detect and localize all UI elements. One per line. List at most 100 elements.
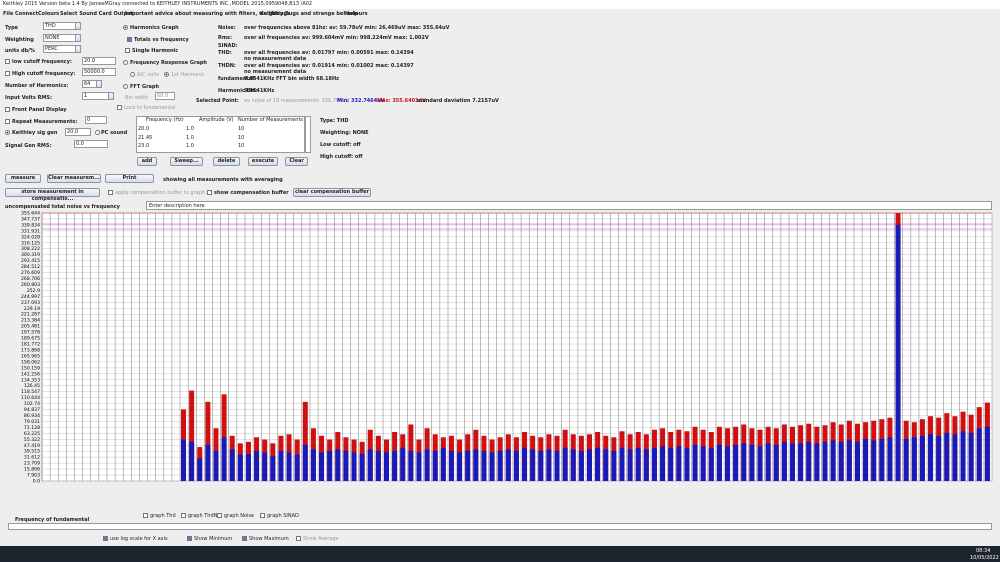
bar — [286, 452, 292, 481]
bar — [798, 443, 804, 481]
text-field[interactable] — [155, 92, 175, 100]
checkbox[interactable] — [207, 190, 212, 195]
checkbox[interactable] — [260, 513, 265, 518]
radio-button[interactable] — [95, 130, 100, 135]
option-label: Harmonics Graph — [130, 25, 179, 31]
checkbox[interactable] — [103, 536, 108, 541]
bar — [863, 438, 869, 481]
checkbox[interactable] — [117, 105, 122, 110]
y-tick-label: 102.74 — [24, 401, 40, 407]
h-scrollbar[interactable] — [8, 523, 992, 530]
y-tick-label: 23.709 — [24, 461, 40, 467]
bar — [245, 453, 251, 481]
reading-label: Harmonic Bin: — [218, 88, 258, 94]
bar — [725, 446, 731, 481]
radio-button[interactable] — [130, 72, 135, 77]
button[interactable]: clear compensation buffer — [293, 188, 371, 197]
text-field[interactable] — [74, 140, 108, 148]
y-tick-label: 142.256 — [21, 371, 40, 377]
bar — [424, 449, 430, 481]
reading-text: 9.9541KHz — [244, 88, 275, 94]
reading-label: THDN: — [218, 63, 236, 69]
y-tick-label: 300.319 — [21, 252, 40, 258]
checkbox[interactable] — [181, 513, 186, 518]
combo-arrow[interactable] — [96, 80, 102, 88]
checkbox[interactable] — [296, 536, 301, 541]
checkbox[interactable] — [108, 190, 113, 195]
option-label: Totals vs frequency — [134, 37, 189, 43]
button[interactable]: execute — [248, 157, 278, 166]
table-cell: 21.45 — [138, 134, 153, 141]
y-tick-label: 150.159 — [21, 365, 40, 371]
radio-button[interactable] — [123, 25, 128, 30]
button[interactable]: add — [137, 157, 157, 166]
bar — [773, 444, 779, 481]
bar — [879, 438, 885, 481]
text-field[interactable] — [82, 57, 116, 65]
checkbox[interactable] — [125, 48, 130, 53]
title-bar — [0, 0, 1000, 9]
radio-button[interactable] — [123, 84, 128, 89]
option-label: Frequency Response Graph — [130, 60, 207, 66]
checkbox[interactable] — [5, 71, 10, 76]
combo-arrow[interactable] — [108, 92, 114, 100]
checkbox[interactable] — [143, 513, 148, 518]
scrollbar[interactable] — [305, 116, 311, 153]
bar — [692, 444, 698, 481]
checkbox[interactable] — [217, 513, 222, 518]
button[interactable]: measure — [5, 174, 41, 183]
y-tick-label: 31.612 — [24, 455, 40, 461]
button[interactable]: Sweep... — [170, 157, 203, 166]
label: Keithley sig gen — [12, 130, 58, 136]
radio-button[interactable] — [123, 60, 128, 65]
reading-text: no measurement data — [244, 56, 307, 62]
table-cell: 10 — [238, 126, 245, 132]
text-field[interactable] — [65, 128, 91, 136]
bar — [481, 450, 487, 481]
option-label: graph ThdN — [188, 513, 218, 519]
label: Input Volts RMS: — [5, 95, 52, 101]
bar — [489, 452, 495, 481]
option-label: FFT Graph — [130, 84, 160, 90]
combo-arrow[interactable] — [75, 45, 81, 53]
combo-arrow[interactable] — [75, 34, 81, 42]
checkbox[interactable] — [187, 536, 192, 541]
checkbox[interactable] — [127, 37, 132, 42]
menu-item: Select Sound Card Output — [60, 11, 134, 17]
bar — [375, 450, 381, 481]
reading-label: Selected Point: — [196, 98, 239, 104]
selected-std: standard deviation 7.2157uV — [417, 98, 499, 104]
field-value: THD — [45, 23, 56, 29]
text-field[interactable] — [85, 116, 107, 124]
y-tick-label: 268.706 — [21, 276, 40, 282]
combo-arrow[interactable] — [75, 22, 81, 30]
radio-button[interactable] — [5, 130, 10, 135]
button[interactable]: Print — [105, 174, 154, 183]
bar — [384, 452, 389, 481]
button[interactable]: Clear measurem... — [47, 174, 101, 183]
y-tick-label: 221.287 — [21, 312, 40, 318]
bar — [343, 450, 349, 481]
button[interactable]: Clear — [285, 157, 308, 166]
description-field[interactable] — [146, 201, 992, 210]
y-tick-label: 47.419 — [24, 443, 40, 449]
checkbox[interactable] — [242, 536, 247, 541]
checkbox[interactable] — [5, 119, 10, 124]
bar — [627, 449, 633, 481]
checkbox[interactable] — [5, 59, 10, 64]
button[interactable]: store measurement in compensatio... — [5, 188, 100, 202]
bar — [189, 441, 195, 481]
bar — [895, 224, 901, 481]
option-label: A/C volts — [137, 72, 160, 78]
bar — [294, 454, 300, 481]
bar — [278, 450, 284, 481]
bar — [335, 449, 341, 481]
checkbox[interactable] — [5, 107, 10, 112]
field-value: 68.0 — [157, 93, 169, 99]
bar — [911, 437, 917, 481]
button[interactable]: delete — [213, 157, 240, 166]
label: Weighting — [5, 37, 34, 43]
y-tick-label: 260.803 — [21, 282, 40, 288]
radio-button[interactable] — [164, 72, 169, 77]
text-field[interactable] — [82, 68, 116, 76]
